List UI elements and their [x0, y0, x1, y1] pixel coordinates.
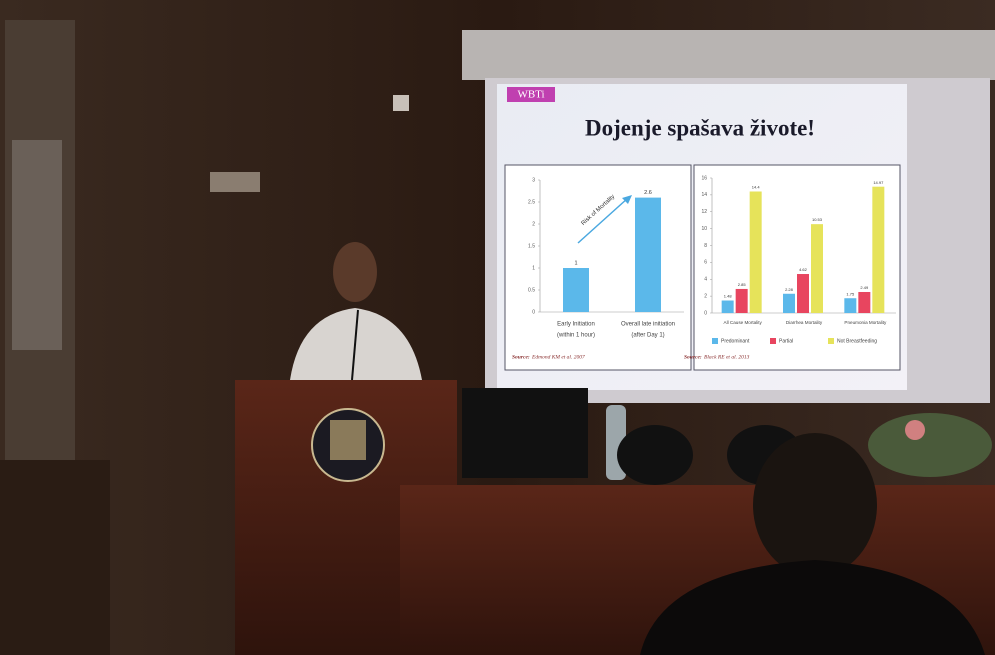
bar	[797, 274, 809, 313]
y-tick-label: 0	[532, 309, 535, 315]
emblem-tower	[330, 420, 366, 460]
value-label: 10.53	[812, 217, 823, 222]
source-label: Source:	[684, 354, 702, 360]
source: Black RE et al. 2013	[704, 354, 750, 360]
y-tick-label: 0.5	[528, 287, 535, 293]
x-tick-label: Early Initiation	[557, 322, 595, 328]
source: Edmond KM et al. 2007	[531, 354, 585, 360]
flowers	[868, 413, 992, 477]
legend-label: Not Breastfeeding	[837, 338, 877, 344]
value-label: 1.75	[846, 291, 855, 296]
wall-sign	[210, 172, 260, 192]
value-label: 14.97	[873, 180, 884, 185]
y-tick-label: 2	[532, 221, 535, 227]
y-tick-label: 14	[701, 192, 707, 198]
x-tick-label: Pneumonia Mortality	[844, 320, 887, 325]
page: WBTi Dojenje spašava živote! 0 0.5 1 1.5 2 2.…	[0, 0, 995, 655]
bar	[844, 298, 856, 313]
y-tick-label: 10	[701, 226, 707, 232]
screen-housing	[462, 30, 995, 80]
bar	[858, 292, 870, 313]
audience-head	[753, 433, 877, 577]
chair	[617, 425, 693, 485]
value-label: 2.49	[860, 285, 869, 290]
wall-lower	[0, 460, 110, 655]
bar	[635, 198, 661, 312]
value-label: 2.85	[738, 282, 747, 287]
value-label: 1	[574, 260, 577, 266]
x-tick-label: (after Day 1)	[631, 333, 664, 339]
y-tick-label: 4	[704, 277, 707, 283]
bar	[872, 187, 884, 313]
y-tick-label: 12	[701, 209, 707, 215]
bar	[750, 192, 762, 314]
bar	[736, 289, 748, 313]
y-tick-label: 2	[704, 293, 707, 299]
y-tick-label: 1.5	[528, 243, 535, 249]
legend-swatch	[712, 338, 718, 344]
x-tick-label: (within 1 hour)	[557, 333, 595, 339]
wall-sensor	[393, 95, 409, 111]
y-tick-label: 6	[704, 260, 707, 266]
y-tick-label: 8	[704, 243, 707, 249]
y-tick-label: 16	[701, 175, 707, 181]
legend-label: Predominant	[721, 338, 750, 344]
x-tick-label: All Cause Mortality	[724, 320, 763, 325]
photo: WBTi Dojenje spašava živote! 0 0.5 1 1.5 2 2.…	[0, 0, 995, 655]
bar	[563, 268, 589, 312]
x-tick-label: Diarrhea Mortality	[786, 320, 823, 325]
bar	[722, 301, 734, 313]
speaker-head	[333, 242, 377, 302]
source-label: Source:	[512, 354, 530, 360]
x-tick-label: Overall late initiation	[621, 322, 675, 328]
value-label: 14.4	[752, 185, 761, 190]
slide-title: Dojenje spašava živote!	[585, 115, 815, 140]
bar	[783, 294, 795, 313]
value-label: 1.48	[724, 294, 733, 299]
slide-logo: WBTi	[517, 89, 544, 101]
legend-swatch	[828, 338, 834, 344]
window-blind	[12, 140, 62, 350]
value-label: 2.28	[785, 287, 794, 292]
value-label: 4.62	[799, 267, 808, 272]
monitor	[462, 388, 588, 478]
value-label: 2.6	[644, 190, 652, 196]
y-tick-label: 0	[704, 310, 707, 316]
y-tick-label: 3	[532, 177, 535, 183]
y-tick-label: 1	[532, 265, 535, 271]
flower	[905, 420, 925, 440]
bar	[811, 224, 823, 313]
legend-swatch	[770, 338, 776, 344]
y-tick-label: 2.5	[528, 199, 535, 205]
legend-label: Partial	[779, 338, 793, 344]
